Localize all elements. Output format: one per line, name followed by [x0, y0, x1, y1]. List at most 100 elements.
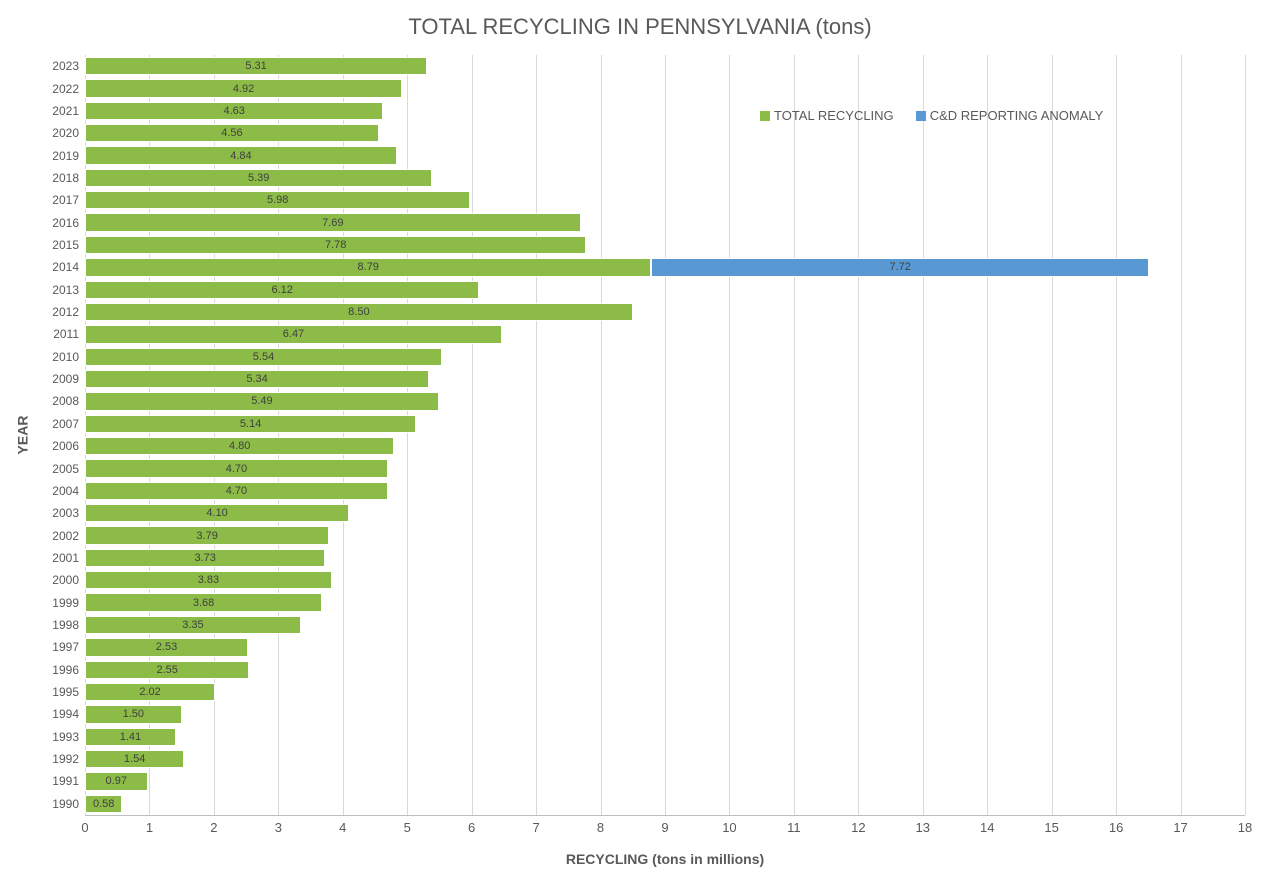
x-tick-label: 17	[1173, 820, 1187, 835]
bar-total-recycling: 6.12	[85, 281, 479, 299]
bar-row: 8.50	[85, 303, 1245, 321]
y-axis-label: YEAR	[12, 55, 32, 815]
x-tick-label: 2	[210, 820, 217, 835]
y-tick-label: 2012	[52, 305, 79, 319]
bar-total-recycling: 5.49	[85, 392, 439, 410]
bar-cd-anomaly: 7.72	[651, 258, 1149, 276]
y-tick-label: 2008	[52, 394, 79, 408]
bar-total-recycling: 4.70	[85, 459, 388, 477]
bar-row: 3.83	[85, 571, 1245, 589]
x-tick-label: 10	[722, 820, 736, 835]
bar-total-recycling: 5.98	[85, 191, 470, 209]
bar-total-recycling: 4.63	[85, 102, 383, 120]
y-tick-label: 1994	[52, 707, 79, 721]
bar-total-recycling: 4.84	[85, 146, 397, 164]
bar-value-label: 3.35	[182, 619, 203, 631]
legend-label: TOTAL RECYCLING	[774, 108, 894, 123]
y-tick-label: 2015	[52, 238, 79, 252]
bar-total-recycling: 4.92	[85, 79, 402, 97]
bar-total-recycling: 7.69	[85, 213, 581, 231]
bar-total-recycling: 0.97	[85, 772, 148, 790]
y-tick-label: 1995	[52, 685, 79, 699]
x-tick-label: 9	[661, 820, 668, 835]
bar-value-label: 7.78	[325, 239, 346, 251]
legend-item: TOTAL RECYCLING	[760, 108, 894, 123]
legend-label: C&D REPORTING ANOMALY	[930, 108, 1104, 123]
y-tick-label: 1990	[52, 797, 79, 811]
bar-value-label: 7.69	[322, 217, 343, 229]
y-tick-label: 2006	[52, 439, 79, 453]
bar-total-recycling: 5.54	[85, 348, 442, 366]
y-tick-label: 2017	[52, 193, 79, 207]
legend-item: C&D REPORTING ANOMALY	[916, 108, 1104, 123]
x-tick-label: 3	[275, 820, 282, 835]
bar-row: 8.79 7.72	[85, 258, 1245, 276]
bar-row: 4.70	[85, 482, 1245, 500]
bar-value-label: 4.70	[226, 485, 247, 497]
bar-value-label: 4.84	[230, 150, 251, 162]
bar-total-recycling: 2.55	[85, 661, 249, 679]
bar-row: 5.14	[85, 415, 1245, 433]
bar-total-recycling: 8.79	[85, 258, 651, 276]
bar-value-label: 5.14	[240, 418, 261, 430]
x-tick-label: 1	[146, 820, 153, 835]
y-tick-label: 2013	[52, 283, 79, 297]
x-tick-label: 16	[1109, 820, 1123, 835]
bar-total-recycling: 5.34	[85, 370, 429, 388]
y-tick-label: 2003	[52, 506, 79, 520]
bar-value-label: 3.68	[193, 597, 214, 609]
bar-value-label: 5.31	[245, 60, 266, 72]
bar-value-label: 5.54	[253, 351, 274, 363]
bar-row: 5.39	[85, 169, 1245, 187]
bar-total-recycling: 4.56	[85, 124, 379, 142]
bar-total-recycling: 2.53	[85, 638, 248, 656]
bar-value-label: 3.73	[194, 552, 215, 564]
bar-row: 7.69	[85, 213, 1245, 231]
bar-value-label: 4.80	[229, 440, 250, 452]
bar-value-label: 7.72	[889, 261, 910, 273]
chart-container: TOTAL RECYCLING IN PENNSYLVANIA (tons) Y…	[0, 0, 1280, 881]
bar-value-label: 2.55	[156, 664, 177, 676]
bar-total-recycling: 4.80	[85, 437, 394, 455]
bar-row: 4.10	[85, 504, 1245, 522]
bar-row: 0.58	[85, 795, 1245, 813]
bar-row: 2.53	[85, 638, 1245, 656]
y-tick-label: 2014	[52, 260, 79, 274]
bar-row: 5.31	[85, 57, 1245, 75]
chart-title: TOTAL RECYCLING IN PENNSYLVANIA (tons)	[0, 14, 1280, 40]
bar-total-recycling: 4.10	[85, 504, 349, 522]
bar-row: 5.49	[85, 392, 1245, 410]
bar-value-label: 6.47	[283, 328, 304, 340]
x-tick-label: 11	[787, 820, 801, 835]
bar-row: 5.54	[85, 348, 1245, 366]
y-tick-label: 2019	[52, 149, 79, 163]
bar-row: 5.34	[85, 370, 1245, 388]
bar-row: 3.35	[85, 616, 1245, 634]
bar-row: 4.84	[85, 146, 1245, 164]
y-tick-label: 2001	[52, 551, 79, 565]
x-tick-label: 8	[597, 820, 604, 835]
bar-total-recycling: 6.47	[85, 325, 502, 343]
y-tick-label: 2010	[52, 350, 79, 364]
bar-row: 6.12	[85, 281, 1245, 299]
x-tick-label: 5	[404, 820, 411, 835]
x-tick-label: 13	[916, 820, 930, 835]
bar-value-label: 6.12	[271, 284, 292, 296]
y-tick-label: 2007	[52, 417, 79, 431]
y-tick-label: 2004	[52, 484, 79, 498]
bar-value-label: 2.53	[156, 641, 177, 653]
bar-total-recycling: 2.02	[85, 683, 215, 701]
y-tick-label: 2020	[52, 126, 79, 140]
y-tick-label: 2000	[52, 573, 79, 587]
bar-total-recycling: 3.79	[85, 526, 329, 544]
y-tick-label: 2021	[52, 104, 79, 118]
bar-value-label: 1.41	[120, 731, 141, 743]
bar-value-label: 8.50	[348, 306, 369, 318]
x-tick-label: 0	[81, 820, 88, 835]
bar-value-label: 4.56	[221, 127, 242, 139]
bar-value-label: 4.10	[206, 507, 227, 519]
y-tick-label: 2023	[52, 59, 79, 73]
bar-total-recycling: 1.50	[85, 705, 182, 723]
x-axis-label: RECYCLING (tons in millions)	[85, 851, 1245, 867]
bar-value-label: 5.49	[251, 395, 272, 407]
